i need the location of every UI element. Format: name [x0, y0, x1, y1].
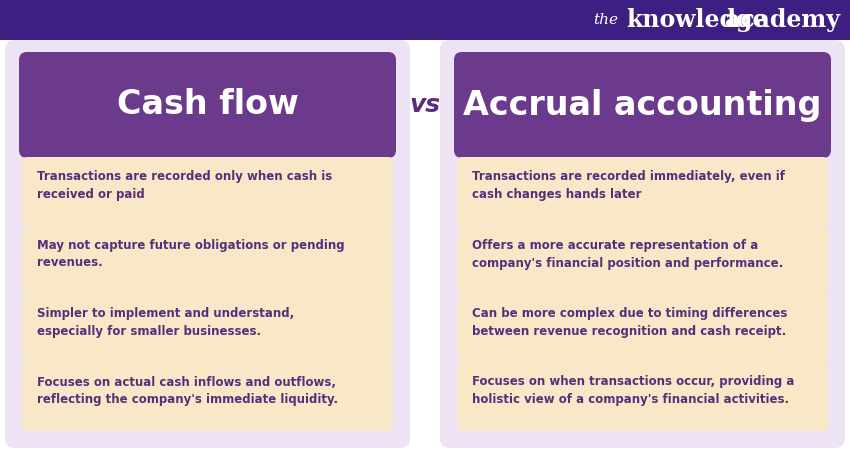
- Text: Transactions are recorded immediately, even if
cash changes hands later: Transactions are recorded immediately, e…: [472, 170, 785, 201]
- Text: Focuses on actual cash inflows and outflows,
reflecting the company's immediate : Focuses on actual cash inflows and outfl…: [37, 375, 338, 406]
- Text: knowledge: knowledge: [626, 8, 768, 32]
- FancyBboxPatch shape: [22, 225, 393, 294]
- Text: Transactions are recorded only when cash is
received or paid: Transactions are recorded only when cash…: [37, 170, 332, 201]
- Text: academy: academy: [725, 8, 840, 32]
- FancyBboxPatch shape: [0, 0, 850, 40]
- FancyBboxPatch shape: [22, 363, 393, 431]
- FancyBboxPatch shape: [457, 157, 828, 225]
- Text: Offers a more accurate representation of a
company's financial position and perf: Offers a more accurate representation of…: [472, 238, 783, 270]
- Text: Simpler to implement and understand,
especially for smaller businesses.: Simpler to implement and understand, esp…: [37, 307, 294, 338]
- Text: Focuses on when transactions occur, providing a
holistic view of a company's fin: Focuses on when transactions occur, prov…: [472, 375, 795, 406]
- FancyBboxPatch shape: [19, 52, 396, 158]
- FancyBboxPatch shape: [457, 225, 828, 294]
- Text: vs: vs: [410, 93, 440, 117]
- Text: May not capture future obligations or pending
revenues.: May not capture future obligations or pe…: [37, 238, 344, 270]
- FancyBboxPatch shape: [454, 52, 831, 158]
- Text: Cash flow: Cash flow: [116, 89, 298, 122]
- FancyBboxPatch shape: [5, 40, 410, 448]
- FancyBboxPatch shape: [22, 294, 393, 363]
- FancyBboxPatch shape: [440, 40, 845, 448]
- FancyBboxPatch shape: [457, 363, 828, 431]
- Text: Can be more complex due to timing differences
between revenue recognition and ca: Can be more complex due to timing differ…: [472, 307, 787, 338]
- Text: the: the: [593, 13, 618, 27]
- FancyBboxPatch shape: [22, 157, 393, 225]
- FancyBboxPatch shape: [457, 294, 828, 363]
- Text: Accrual accounting: Accrual accounting: [463, 89, 822, 122]
